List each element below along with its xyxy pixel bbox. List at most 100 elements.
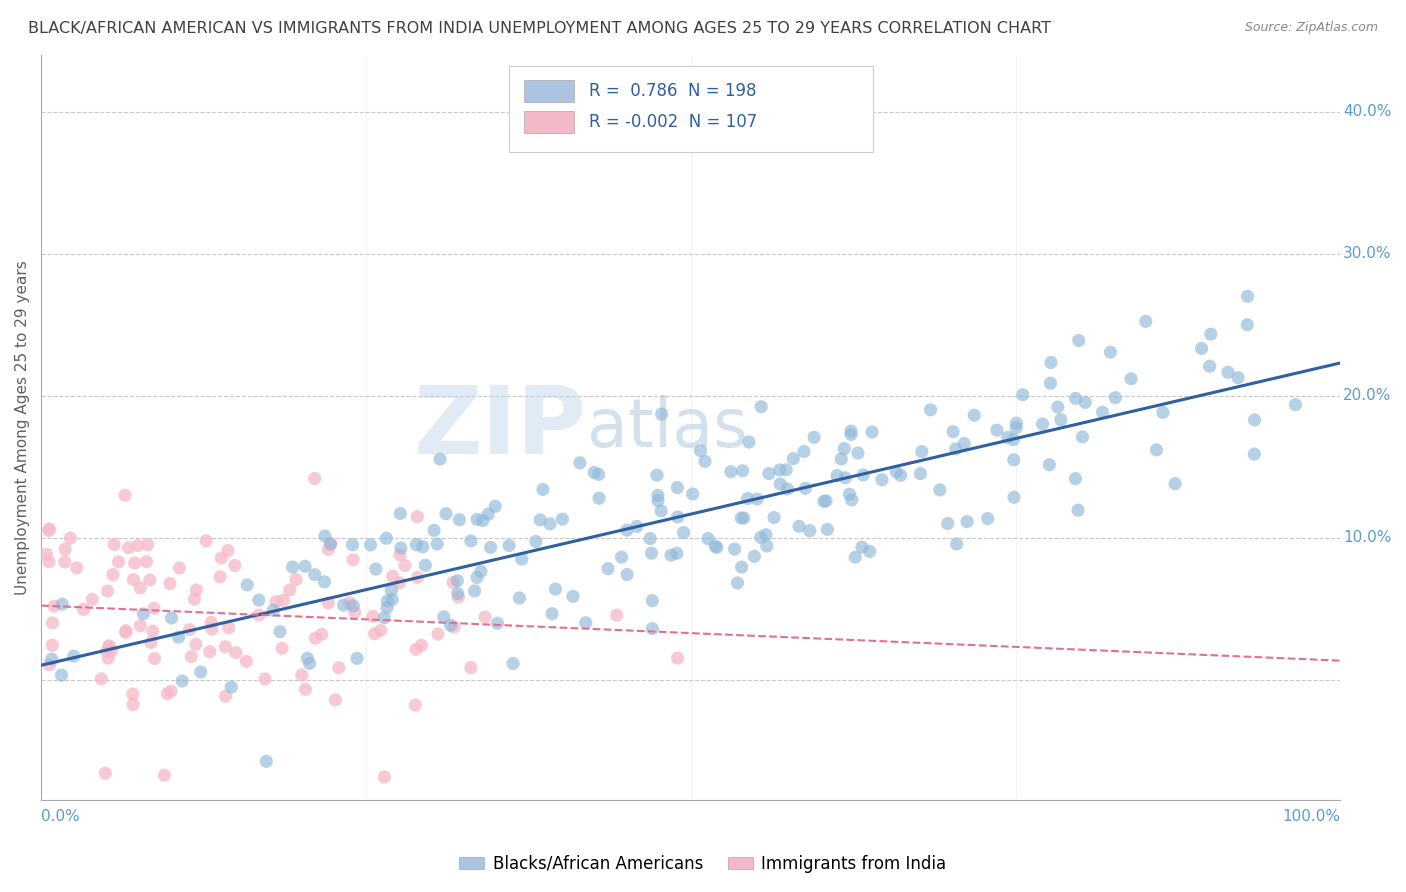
- Text: 100.0%: 100.0%: [1282, 809, 1340, 824]
- Point: [404, 698, 426, 712]
- Point: [638, 532, 661, 546]
- Point: [139, 635, 162, 649]
- Point: [406, 509, 429, 524]
- Point: [1067, 334, 1090, 348]
- Point: [645, 468, 668, 483]
- Point: [641, 593, 664, 607]
- Point: [53, 542, 76, 557]
- Point: [666, 481, 689, 495]
- Point: [135, 555, 157, 569]
- Point: [1002, 490, 1025, 504]
- Point: [1119, 372, 1142, 386]
- Point: [51, 597, 73, 611]
- Point: [405, 538, 427, 552]
- Point: [172, 674, 194, 689]
- Point: [672, 525, 695, 540]
- Point: [370, 624, 392, 638]
- Point: [443, 620, 465, 634]
- Point: [1099, 345, 1122, 359]
- Point: [945, 442, 967, 456]
- Point: [264, 594, 287, 608]
- Point: [1011, 388, 1033, 402]
- Point: [160, 684, 183, 698]
- Point: [186, 582, 208, 597]
- Point: [782, 451, 804, 466]
- Point: [1243, 413, 1265, 427]
- Point: [470, 565, 492, 579]
- Point: [447, 591, 470, 605]
- Point: [434, 507, 457, 521]
- Point: [100, 643, 122, 657]
- Point: [588, 467, 610, 482]
- Text: R =  0.786  N = 198: R = 0.786 N = 198: [589, 82, 756, 100]
- Point: [727, 576, 749, 591]
- Point: [1002, 433, 1025, 447]
- Legend: Blacks/African Americans, Immigrants from India: Blacks/African Americans, Immigrants fro…: [453, 848, 953, 880]
- Point: [426, 537, 449, 551]
- Point: [101, 567, 124, 582]
- Point: [304, 631, 326, 645]
- Point: [650, 504, 672, 518]
- Point: [744, 549, 766, 564]
- Point: [183, 592, 205, 607]
- Point: [890, 468, 912, 483]
- Point: [640, 546, 662, 560]
- Point: [180, 649, 202, 664]
- Point: [96, 644, 118, 658]
- Point: [115, 624, 138, 638]
- Point: [1046, 400, 1069, 414]
- Point: [198, 645, 221, 659]
- Point: [1074, 395, 1097, 409]
- Point: [704, 539, 727, 553]
- Point: [72, 602, 94, 616]
- Point: [377, 594, 399, 608]
- Point: [38, 524, 60, 538]
- Point: [254, 755, 277, 769]
- Y-axis label: Unemployment Among Ages 25 to 29 years: Unemployment Among Ages 25 to 29 years: [15, 260, 30, 595]
- Point: [179, 623, 201, 637]
- Point: [706, 541, 728, 555]
- Point: [439, 618, 461, 632]
- Point: [1071, 430, 1094, 444]
- Point: [122, 573, 145, 587]
- Point: [920, 402, 942, 417]
- Point: [346, 651, 368, 665]
- Point: [730, 560, 752, 574]
- Point: [103, 537, 125, 551]
- Point: [446, 574, 468, 588]
- Point: [318, 596, 340, 610]
- Point: [271, 641, 294, 656]
- Point: [651, 407, 673, 421]
- Point: [97, 651, 120, 665]
- Point: [465, 512, 488, 526]
- Point: [839, 424, 862, 438]
- Point: [214, 689, 236, 703]
- Point: [314, 574, 336, 589]
- Point: [731, 464, 754, 478]
- Point: [381, 569, 404, 583]
- Point: [1067, 503, 1090, 517]
- Point: [851, 540, 873, 554]
- Point: [361, 609, 384, 624]
- Point: [1236, 289, 1258, 303]
- Point: [59, 531, 82, 545]
- Point: [1227, 370, 1250, 384]
- Point: [209, 551, 232, 566]
- Point: [1236, 318, 1258, 332]
- Point: [195, 533, 218, 548]
- Point: [541, 607, 564, 621]
- Point: [832, 442, 855, 456]
- Point: [647, 493, 669, 508]
- Text: 30.0%: 30.0%: [1343, 246, 1392, 261]
- Point: [870, 473, 893, 487]
- Point: [794, 481, 817, 495]
- Point: [976, 511, 998, 525]
- Point: [129, 619, 152, 633]
- Point: [758, 467, 780, 481]
- Point: [235, 654, 257, 668]
- Point: [342, 538, 364, 552]
- Point: [963, 409, 986, 423]
- Point: [1050, 413, 1073, 427]
- Point: [406, 570, 429, 584]
- Point: [479, 541, 502, 555]
